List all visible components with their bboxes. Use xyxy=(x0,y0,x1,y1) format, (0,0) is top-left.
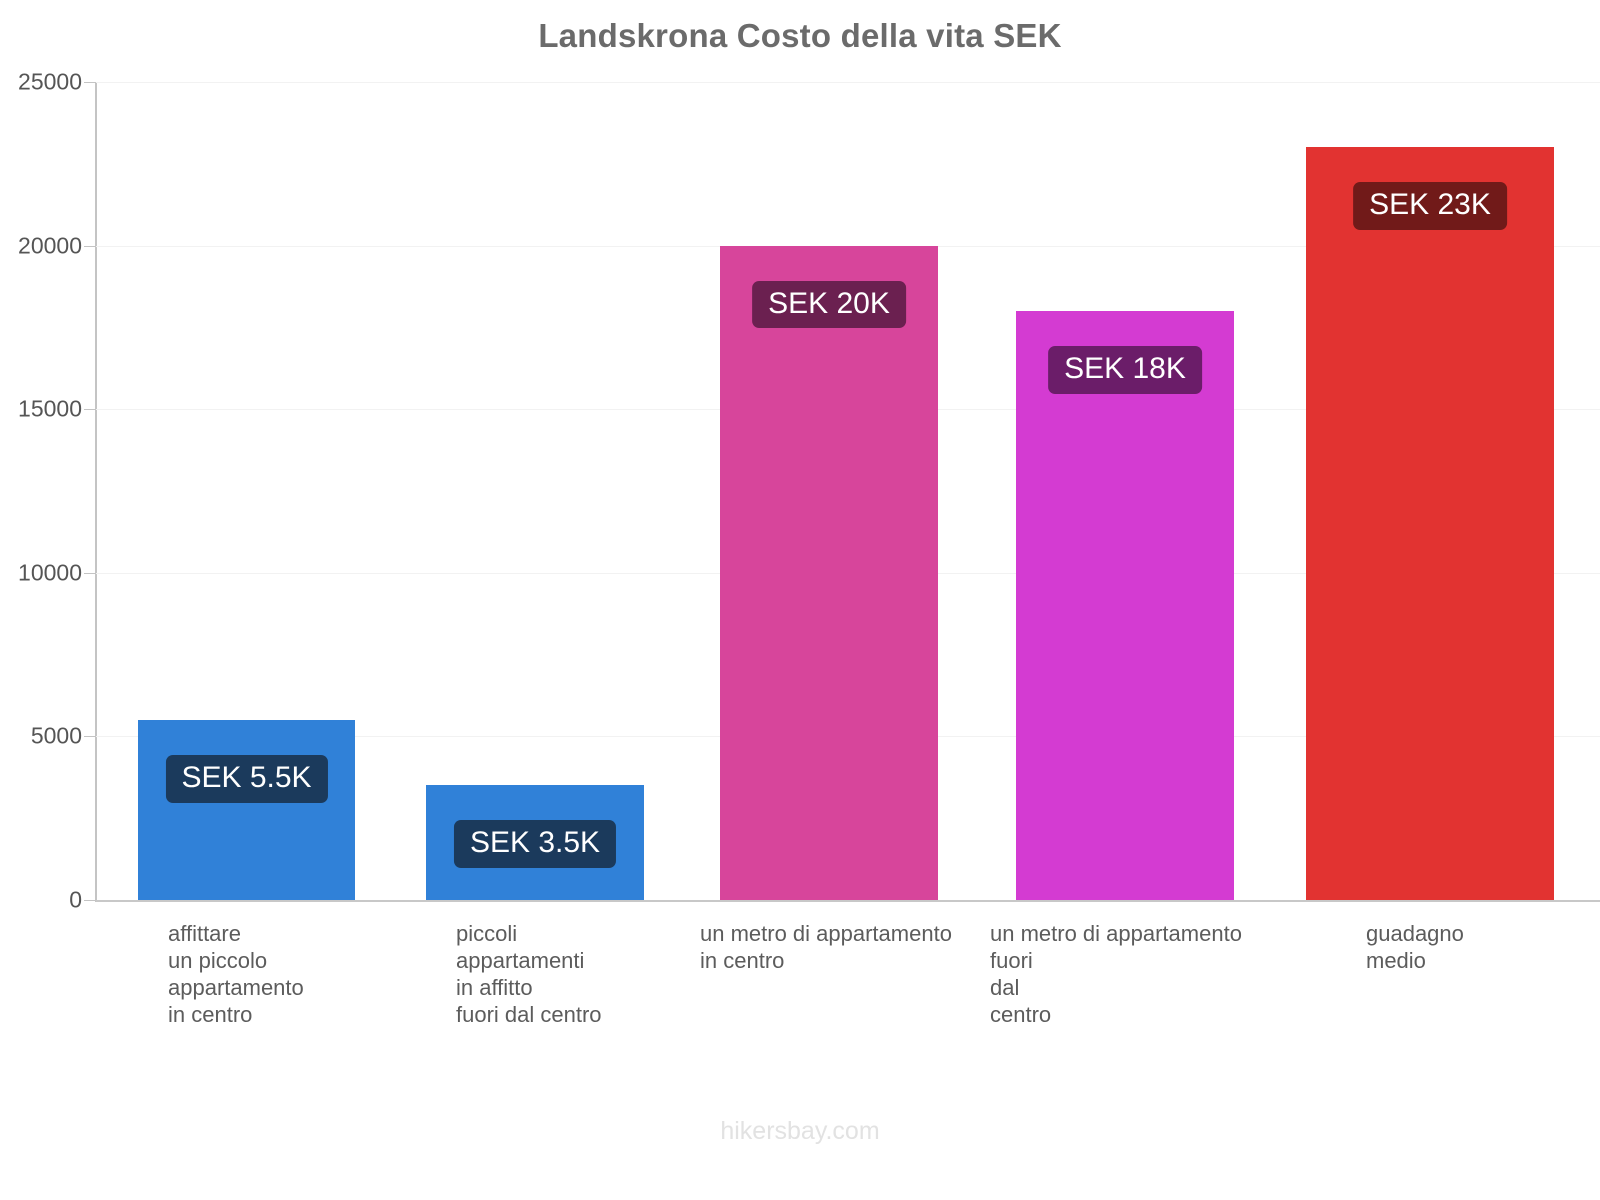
bar-value-label: SEK 3.5K xyxy=(453,820,617,868)
bar[interactable]: SEK 18K xyxy=(1016,311,1234,900)
bar-value-label: SEK 20K xyxy=(752,280,906,329)
y-tick-mark xyxy=(84,245,96,247)
x-axis-category-label: un metro di appartamento in centro xyxy=(700,921,952,973)
bar-value-label: SEK 5.5K xyxy=(165,755,328,803)
bar[interactable]: SEK 23K xyxy=(1306,147,1554,900)
y-tick-label: 15000 xyxy=(18,395,82,422)
x-axis-category-label: guadagno medio xyxy=(1366,921,1464,973)
y-tick-mark xyxy=(84,82,96,83)
footer-credit: hikersbay.com xyxy=(720,1117,880,1145)
x-axis-category-label: un metro di appartamento fuori dal centr… xyxy=(990,921,1242,1027)
bar[interactable]: SEK 5.5K xyxy=(138,720,355,900)
y-tick-label: 25000 xyxy=(18,68,82,95)
y-axis-line xyxy=(95,82,97,902)
y-tick-label: 10000 xyxy=(18,559,82,586)
gridline xyxy=(96,900,1600,902)
bar-value-label: SEK 18K xyxy=(1048,346,1202,394)
bar-value-label: SEK 23K xyxy=(1353,182,1507,230)
bar[interactable]: SEK 3.5K xyxy=(426,785,644,900)
x-axis-category-label: piccoli appartamenti in affitto fuori da… xyxy=(456,921,602,1027)
plot-area: SEK 5.5K SEK 3.5K SEK 20K SEK 18K SEK 23K xyxy=(96,82,1600,902)
y-tick-mark xyxy=(84,409,96,411)
gridline xyxy=(96,82,1600,83)
y-tick-label: 20000 xyxy=(18,232,82,259)
y-tick-mark xyxy=(84,900,96,901)
y-tick-label: 0 xyxy=(69,886,82,913)
y-tick-mark xyxy=(84,736,96,738)
y-tick-mark xyxy=(84,572,96,574)
x-axis-category-label: affittare un piccolo appartamento in cen… xyxy=(168,921,304,1027)
bar[interactable]: SEK 20K xyxy=(720,245,938,900)
y-tick-label: 5000 xyxy=(30,722,82,749)
chart-title: Landskrona Costo della vita SEK xyxy=(538,17,1062,54)
